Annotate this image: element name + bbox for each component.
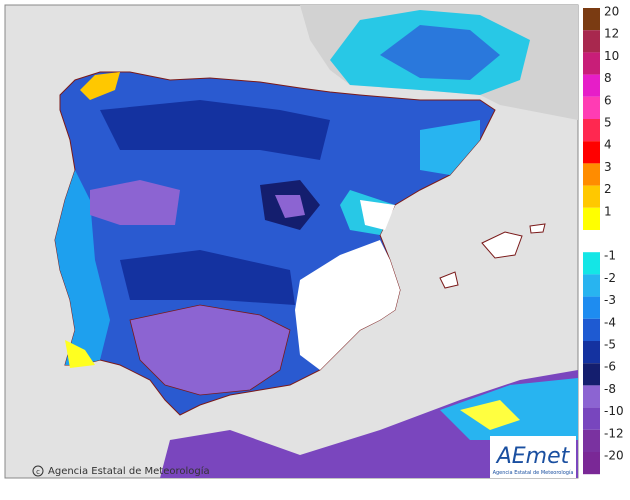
logo-box: [490, 436, 576, 478]
france-cold2: [380, 25, 500, 80]
legend-label: 3: [604, 160, 612, 174]
legend-swatch: [583, 52, 600, 75]
legend-label: 8: [604, 71, 612, 85]
southeast-mild: [295, 240, 400, 370]
legend-swatch: [583, 207, 600, 230]
legend-label: 20: [604, 5, 619, 19]
legend-label: -8: [604, 382, 616, 396]
north-africa-warm: [460, 400, 520, 430]
south-plateau: [120, 250, 295, 305]
legend-label: -1: [604, 249, 616, 263]
copyright-icon-c: c: [36, 468, 40, 476]
north-plateau: [100, 100, 330, 160]
legend-swatch: [583, 341, 600, 364]
legend-label: -3: [604, 293, 616, 307]
legend-swatch: [583, 74, 600, 97]
central-core: [275, 195, 305, 218]
legend-swatch: [583, 163, 600, 186]
legend-label: -20: [604, 449, 624, 463]
legend-swatch: [583, 429, 600, 452]
mallorca: [481, 231, 523, 259]
logo-subtitle: Agencia Estatal de Meteorología: [493, 469, 574, 476]
legend-swatch: [583, 30, 600, 53]
legend-swatch: [583, 141, 600, 164]
duero-cold: [90, 180, 180, 225]
legend-label: 10: [604, 49, 619, 63]
legend-swatch: [583, 452, 600, 475]
legend-label: 5: [604, 116, 612, 130]
legend-label: -6: [604, 360, 616, 374]
legend-swatch: [583, 385, 600, 408]
legend-swatch: [583, 119, 600, 142]
legend-gap: [583, 230, 600, 253]
legend-swatch: [583, 8, 600, 31]
andalusia-cold: [129, 304, 291, 396]
galicia-warm: [80, 72, 120, 100]
legend-swatch: [583, 252, 600, 275]
ibiza: [439, 271, 459, 289]
catalonia: [420, 120, 480, 175]
legend-label: -5: [604, 338, 616, 352]
legend-label: 2: [604, 182, 612, 196]
legend: 20 12 10 8 6 5 4 3 2 1 -1 -2 -3 -4 -5 -6 -8 -10 -12 -20: [583, 5, 624, 475]
logo-name: AEmet: [495, 444, 571, 469]
legend-swatch: [583, 407, 600, 430]
copyright: Agencia Estatal de Meteorología: [48, 465, 210, 477]
legend-label: 1: [604, 204, 612, 218]
algarve-warm: [65, 340, 95, 368]
menorca: [529, 223, 546, 234]
legend-label: 12: [604, 27, 619, 41]
copyright-icon: [32, 465, 44, 477]
legend-swatch: [583, 96, 600, 119]
legend-label: -12: [604, 426, 624, 440]
legend-label: 6: [604, 93, 612, 107]
portugal-coast: [55, 170, 110, 365]
valencia-mild: [360, 200, 395, 230]
legend-swatch: [583, 296, 600, 319]
legend-label: -10: [604, 404, 624, 418]
legend-swatch: [583, 274, 600, 297]
legend-label: -4: [604, 315, 616, 329]
north-africa: [160, 370, 578, 478]
legend-label: 4: [604, 138, 612, 152]
legend-swatch: [583, 185, 600, 208]
legend-swatch: [583, 363, 600, 386]
legend-label: -2: [604, 271, 616, 285]
legend-swatch: [583, 318, 600, 341]
